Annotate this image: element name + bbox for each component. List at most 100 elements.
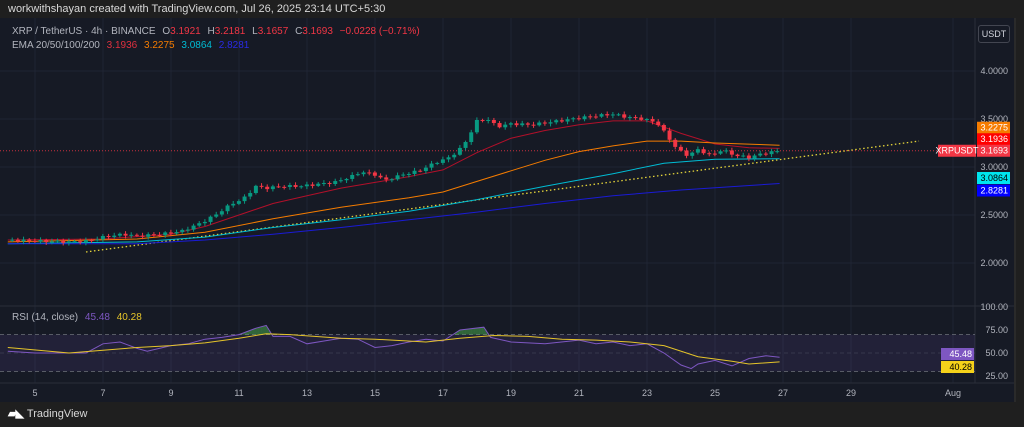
candle-body: [259, 185, 264, 187]
candle-body: [214, 214, 219, 217]
chart-canvas[interactable]: 4.0000 3.5000 3.0000 2.5000 2.0000 100.00 75.0…: [0, 18, 1014, 402]
candle-body: [741, 155, 746, 157]
close-label: C: [295, 26, 303, 37]
tradingview-logo-icon: ▰◣: [8, 408, 24, 420]
candle-body: [321, 183, 326, 185]
symbol-legend: XRP / TetherUS · 4h · BINANCE O3.1921 H3…: [12, 26, 424, 37]
candle-body: [656, 121, 661, 126]
symbol-title: XRP / TetherUS · 4h · BINANCE: [12, 26, 156, 37]
candle-body: [474, 119, 479, 133]
candle-body: [253, 185, 258, 194]
candle-body: [661, 125, 666, 131]
price-tick-label: 3.0000: [980, 162, 1008, 172]
candle-body: [542, 122, 547, 124]
time-tick-label: 19: [506, 388, 516, 398]
candle-body: [389, 179, 394, 181]
candle-body: [678, 146, 683, 151]
candle-body: [293, 185, 298, 187]
ema100-value: 3.0864: [181, 40, 212, 51]
candle-body: [78, 241, 83, 243]
ohlc-close: C3.1693: [295, 26, 333, 37]
candle-body: [480, 119, 485, 121]
rsi-legend[interactable]: RSI (14, close) 45.48 40.28: [12, 312, 146, 323]
trendline: [85, 140, 920, 253]
candle-body: [185, 229, 190, 231]
candle-body: [123, 233, 128, 236]
candle-body: [463, 142, 468, 148]
candle-body: [202, 221, 207, 224]
candle-body: [270, 186, 275, 190]
symbol-badge-bg: [938, 144, 976, 157]
candle-body: [610, 114, 615, 116]
candle-body: [622, 114, 627, 118]
candle-body: [32, 240, 37, 242]
candle-body: [10, 239, 15, 241]
candle-body: [718, 151, 723, 154]
chart-panel[interactable]: 4.0000 3.5000 3.0000 2.5000 2.0000 100.00 75.0…: [0, 18, 1016, 402]
candle-body: [588, 116, 593, 118]
ema100-price-badge: 3.0864: [980, 173, 1008, 183]
candle-body: [571, 118, 576, 120]
candle-body: [338, 180, 343, 182]
candle-body: [548, 122, 553, 124]
candle-body: [27, 239, 32, 241]
candle-body: [435, 162, 440, 164]
candle-body: [49, 241, 54, 243]
candle-body: [304, 184, 309, 187]
candle-body: [627, 117, 632, 119]
currency-button[interactable]: USDT: [978, 25, 1010, 43]
ema-line-ema50: [7, 140, 780, 243]
ema-line-ema200: [7, 183, 780, 245]
candle-body: [140, 235, 145, 237]
candle-body: [565, 119, 570, 122]
candle-body: [310, 184, 315, 186]
candle-body: [231, 203, 236, 206]
candle-body: [729, 150, 734, 155]
candle-body: [644, 119, 649, 121]
candle-body: [775, 151, 780, 153]
candle-body: [429, 163, 434, 168]
footer: ▰◣ TradingView: [8, 407, 88, 421]
candle-body: [406, 173, 411, 175]
candle-body: [503, 124, 508, 128]
candle-body: [355, 174, 360, 176]
footer-brand: TradingView: [26, 407, 88, 420]
ema-legend[interactable]: EMA 20/50/100/200 3.1936 3.2275 3.0864 2…: [12, 40, 253, 51]
low-value: 3.1657: [257, 26, 289, 37]
candle-body: [219, 211, 224, 215]
candle-body: [384, 177, 389, 180]
candle-body: [452, 154, 457, 158]
candle-body: [367, 172, 372, 174]
candle-body: [650, 119, 655, 122]
time-tick-label: 27: [778, 388, 788, 398]
time-tick-label: 5: [32, 388, 37, 398]
candle-body: [593, 116, 598, 118]
candle-body: [531, 124, 536, 126]
candle-body: [576, 118, 581, 120]
candle-body: [106, 235, 111, 238]
ema50-value: 3.2275: [144, 40, 175, 51]
rsi-value: 45.48: [84, 312, 110, 323]
symbol-badge: XRPUSDT: [935, 146, 979, 156]
candle-body: [112, 235, 117, 238]
candle-body: [673, 139, 678, 147]
last-price-badge: 3.1693: [980, 146, 1008, 156]
candle-body: [525, 123, 530, 125]
candle-body: [134, 234, 139, 236]
price-tick-label: 2.5000: [980, 210, 1008, 220]
candle-body: [469, 132, 474, 143]
candle-body: [695, 149, 700, 153]
candle-body: [690, 152, 695, 156]
price-tick-label: 3.5000: [980, 114, 1008, 124]
rsi-tick-label: 100.00: [980, 302, 1008, 312]
candle-body: [582, 116, 587, 120]
low-label: L: [252, 26, 258, 37]
candle-body: [395, 175, 400, 180]
candle-body: [440, 159, 445, 163]
ema50-price-badge-bg: [977, 121, 1010, 134]
candle-body: [117, 233, 122, 236]
candle-body: [168, 232, 173, 234]
price-tick-label: 2.0000: [980, 258, 1008, 268]
time-tick-label: 29: [846, 388, 856, 398]
ema-label: EMA 20/50/100/200: [12, 40, 100, 51]
